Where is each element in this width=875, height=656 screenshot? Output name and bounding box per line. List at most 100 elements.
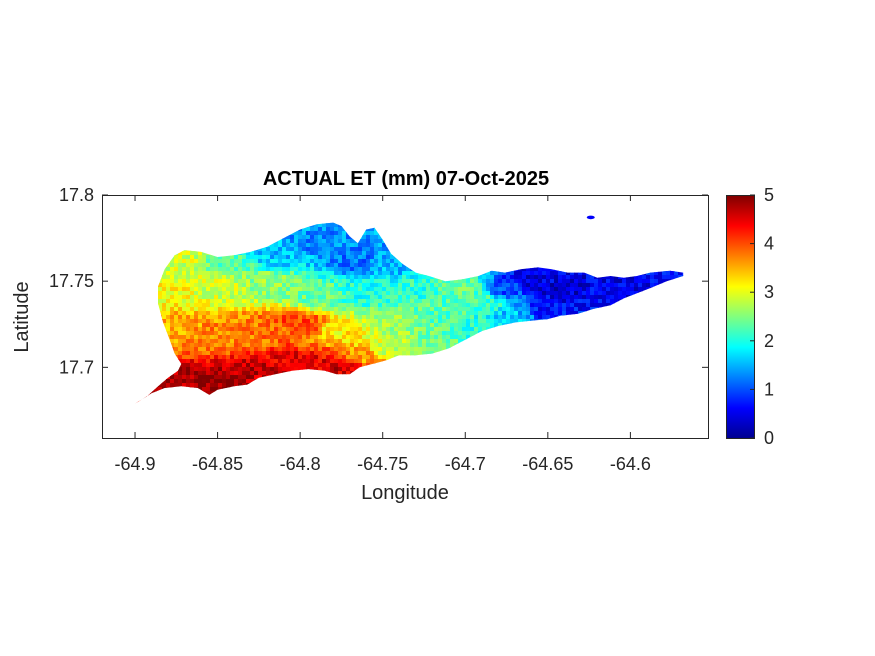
et-cell xyxy=(510,287,515,292)
et-cell xyxy=(482,251,487,256)
et-cell xyxy=(526,235,531,240)
et-cell xyxy=(310,247,315,252)
et-cell xyxy=(474,279,479,284)
et-cell xyxy=(110,247,115,252)
et-cell xyxy=(206,315,211,320)
et-cell xyxy=(462,323,467,328)
et-cell xyxy=(286,239,291,244)
et-cell xyxy=(418,247,423,252)
et-cell xyxy=(642,259,647,264)
et-cell xyxy=(394,222,399,224)
et-cell xyxy=(442,319,447,324)
et-cell xyxy=(338,259,343,264)
et-cell xyxy=(158,267,163,272)
et-cell xyxy=(350,247,355,252)
et-cell xyxy=(226,319,231,324)
et-cell xyxy=(114,263,119,268)
et-cell xyxy=(194,271,199,276)
et-cell xyxy=(390,295,395,300)
et-cell xyxy=(206,283,211,288)
et-cell xyxy=(202,259,207,264)
et-cell xyxy=(550,275,555,280)
et-cell xyxy=(406,239,411,244)
et-cell xyxy=(642,239,647,244)
et-cell xyxy=(446,291,451,296)
et-cell xyxy=(114,303,119,308)
et-cell xyxy=(566,231,571,236)
et-cell xyxy=(678,295,683,300)
et-cell xyxy=(658,279,663,284)
et-cell xyxy=(498,311,503,316)
et-cell xyxy=(170,335,175,340)
et-cell xyxy=(654,215,659,220)
et-cell xyxy=(522,222,527,224)
et-cell xyxy=(470,291,475,296)
et-cell xyxy=(634,279,639,284)
et-cell xyxy=(394,319,399,324)
et-cell xyxy=(158,283,163,288)
et-cell xyxy=(126,263,131,268)
et-cell xyxy=(630,307,635,312)
et-cell xyxy=(586,283,591,288)
et-cell xyxy=(370,283,375,288)
et-cell xyxy=(290,311,295,316)
et-cell xyxy=(394,295,399,300)
et-cell xyxy=(298,287,303,292)
et-cell xyxy=(242,339,247,344)
et-cell xyxy=(254,239,259,244)
et-cell xyxy=(590,247,595,252)
et-cell xyxy=(434,303,439,308)
et-cell xyxy=(362,239,367,244)
et-cell xyxy=(386,255,391,260)
et-cell xyxy=(190,303,195,308)
et-cell xyxy=(110,231,115,236)
et-cell xyxy=(478,295,483,300)
et-cell xyxy=(262,222,267,224)
et-cell xyxy=(110,211,115,216)
et-cell xyxy=(702,219,707,224)
et-cell xyxy=(546,327,551,332)
et-cell xyxy=(502,303,507,308)
et-cell xyxy=(222,339,227,344)
et-cell xyxy=(562,307,567,312)
et-cell xyxy=(110,335,115,340)
et-cell xyxy=(174,211,179,216)
et-cell xyxy=(286,222,291,224)
et-cell xyxy=(494,267,499,272)
et-cell xyxy=(638,243,643,248)
et-cell xyxy=(530,287,535,292)
et-cell xyxy=(254,267,259,272)
et-cell xyxy=(442,263,447,268)
et-cell xyxy=(462,335,467,340)
et-cell xyxy=(402,227,407,232)
et-cell xyxy=(294,319,299,324)
et-cell xyxy=(614,327,619,332)
et-cell xyxy=(130,315,135,320)
et-cell xyxy=(346,222,351,224)
et-cell xyxy=(202,295,207,300)
et-cell xyxy=(174,231,179,236)
et-cell xyxy=(366,287,371,292)
et-cell xyxy=(610,247,615,252)
et-cell xyxy=(118,211,123,216)
et-cell xyxy=(290,291,295,296)
et-cell xyxy=(614,215,619,220)
et-cell xyxy=(254,339,259,344)
et-cell xyxy=(202,331,207,336)
et-cell xyxy=(190,222,195,224)
et-cell xyxy=(418,303,423,308)
et-cell xyxy=(266,275,271,280)
et-cell xyxy=(302,251,307,256)
et-cell xyxy=(546,311,551,316)
et-cell xyxy=(578,315,583,320)
et-cell xyxy=(454,227,459,232)
et-cell xyxy=(606,215,611,220)
et-cell xyxy=(494,239,499,244)
et-cell xyxy=(490,239,495,244)
et-cell xyxy=(358,239,363,244)
et-cell xyxy=(478,235,483,240)
et-cell xyxy=(222,263,227,268)
et-cell xyxy=(326,211,331,216)
et-cell xyxy=(114,231,119,236)
et-cell xyxy=(242,239,247,244)
